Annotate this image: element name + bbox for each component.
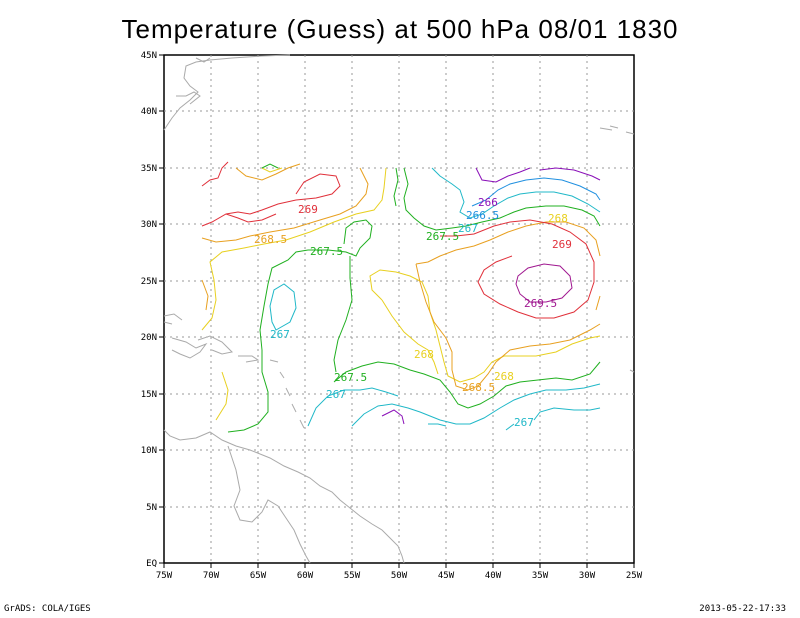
contour-label: 268 — [494, 370, 514, 383]
map-title: Temperature (Guess) at 500 hPa 08/01 183… — [121, 14, 679, 44]
lat-label: 45N — [141, 51, 157, 61]
lon-label: 35W — [532, 571, 549, 581]
lat-label: 30N — [141, 220, 157, 230]
lat-label: 35N — [141, 164, 157, 174]
lon-label: 55W — [344, 571, 361, 581]
lat-label: 5N — [146, 503, 157, 513]
lon-label: 25W — [626, 571, 643, 581]
contour-label-group: 269 268.5 267.5 267 266 266.5 267 268 26… — [254, 196, 572, 429]
coastlines — [163, 54, 635, 564]
lat-label: 10N — [141, 446, 157, 456]
contour-label: 269 — [552, 238, 572, 251]
lon-label: 75W — [156, 571, 173, 581]
contour-label: 267 — [326, 388, 346, 401]
contour-label: 268.5 — [254, 233, 287, 246]
lon-label: 45W — [438, 571, 455, 581]
contour-label: 267.5 — [334, 371, 367, 384]
contour-label: 269.5 — [524, 297, 557, 310]
lon-label: 60W — [297, 571, 314, 581]
footer-credit: GrADS: COLA/IGES — [4, 604, 91, 614]
lat-label: 20N — [141, 333, 157, 343]
lon-label: 30W — [579, 571, 596, 581]
contour-label: 268 — [548, 212, 568, 225]
lat-label: EQ — [146, 559, 157, 569]
lon-label: 50W — [391, 571, 408, 581]
lat-label: 25N — [141, 277, 157, 287]
lon-label: 70W — [203, 571, 220, 581]
contour-label: 267.5 — [310, 245, 343, 258]
contour-label: 267.5 — [426, 230, 459, 243]
contour-label: 268.5 — [462, 381, 495, 394]
grid — [164, 55, 634, 563]
longitude-labels: 75W 70W 65W 60W 55W 50W 45W 40W 35W 30W … — [156, 571, 643, 581]
footer-timestamp: 2013-05-22-17:33 — [699, 604, 786, 614]
axis-ticks — [159, 54, 635, 568]
contour-label: 267 — [514, 416, 534, 429]
contour-label: 267 — [270, 328, 290, 341]
contour-label: 267 — [458, 222, 478, 235]
lat-label: 15N — [141, 390, 157, 400]
latitude-labels: EQ 5N 10N 15N 20N 25N 30N 35N 40N 45N — [141, 51, 157, 569]
lat-label: 40N — [141, 107, 157, 117]
contour-label: 266 — [478, 196, 498, 209]
contour-label: 269 — [298, 203, 318, 216]
contour-label: 266.5 — [466, 209, 499, 222]
lon-label: 40W — [485, 571, 502, 581]
lon-label: 65W — [250, 571, 267, 581]
contour-lines — [201, 161, 601, 433]
contour-label: 268 — [414, 348, 434, 361]
